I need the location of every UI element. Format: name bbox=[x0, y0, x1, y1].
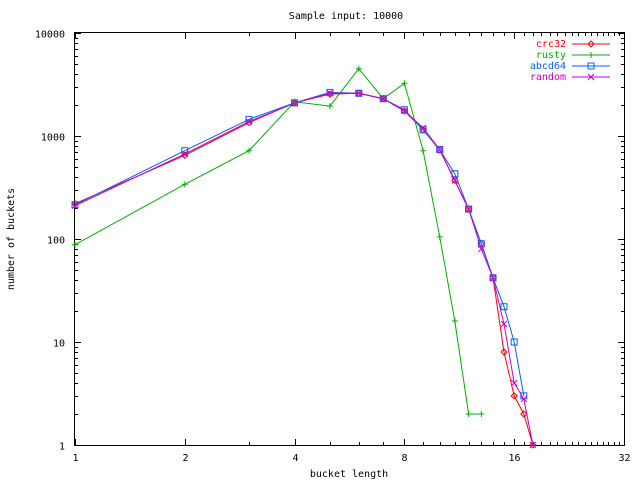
data-point-rusty bbox=[401, 80, 408, 87]
data-point-crc32 bbox=[520, 410, 528, 418]
data-point-abcd64 bbox=[245, 115, 253, 123]
data-point-abcd64 bbox=[326, 88, 334, 96]
y-tick-label: 1000 bbox=[41, 133, 65, 144]
data-point-rusty bbox=[451, 317, 458, 324]
x-axis-label: bucket length bbox=[310, 469, 388, 480]
y-axis-label: number of buckets bbox=[6, 188, 17, 290]
x-tick-label: 16 bbox=[508, 453, 520, 464]
series-crc32 bbox=[71, 89, 537, 449]
x-tick-label: 32 bbox=[618, 453, 630, 464]
data-point-random bbox=[520, 395, 528, 403]
y-tick-label: 10 bbox=[53, 339, 65, 350]
data-point-random bbox=[71, 202, 79, 210]
series-line-crc32 bbox=[74, 92, 534, 446]
legend-label: rusty bbox=[536, 50, 566, 61]
data-point-abcd64 bbox=[489, 274, 497, 282]
data-point-abcd64 bbox=[436, 145, 444, 153]
data-point-rusty bbox=[355, 65, 362, 72]
x-tick-label: 1 bbox=[72, 453, 78, 464]
y-tick-label: 1 bbox=[59, 442, 65, 453]
series-line-rusty bbox=[74, 67, 482, 415]
data-point-rusty bbox=[246, 147, 253, 154]
legend-item-abcd64: abcd64 bbox=[530, 61, 610, 72]
series-group bbox=[71, 65, 537, 449]
x-tick-label: 2 bbox=[182, 453, 188, 464]
data-point-random bbox=[436, 146, 444, 153]
legend-item-rusty: rusty bbox=[536, 50, 610, 61]
data-point-random bbox=[245, 118, 253, 125]
data-point-abcd64 bbox=[477, 240, 485, 248]
x-tick-label: 4 bbox=[292, 453, 298, 464]
legend-marker bbox=[587, 62, 595, 70]
data-point-rusty bbox=[478, 410, 485, 417]
data-point-rusty bbox=[436, 233, 443, 240]
data-point-rusty bbox=[465, 410, 472, 417]
data-point-abcd64 bbox=[500, 303, 508, 311]
legend-marker bbox=[587, 73, 595, 81]
data-point-random bbox=[477, 245, 485, 253]
data-point-random bbox=[489, 274, 497, 282]
legend-label: random bbox=[530, 72, 566, 83]
data-point-crc32 bbox=[500, 348, 508, 356]
data-point-random bbox=[355, 89, 363, 97]
data-point-abcd64 bbox=[379, 95, 387, 103]
legend-marker bbox=[588, 52, 594, 58]
data-point-random bbox=[326, 89, 334, 97]
data-point-random bbox=[401, 107, 408, 115]
legend-item-crc32: crc32 bbox=[536, 39, 610, 50]
data-point-random bbox=[451, 177, 459, 184]
chart-title: Sample input: 10000 bbox=[289, 11, 403, 22]
legend-item-random: random bbox=[530, 72, 610, 83]
legend-label: abcd64 bbox=[530, 61, 566, 72]
y-tick-label: 100 bbox=[47, 236, 65, 247]
data-point-crc32 bbox=[529, 441, 537, 449]
x-tick-label: 8 bbox=[401, 453, 407, 464]
data-point-crc32 bbox=[436, 146, 444, 154]
data-point-random bbox=[500, 320, 508, 328]
data-point-crc32 bbox=[510, 392, 518, 400]
series-random bbox=[71, 89, 537, 449]
data-point-abcd64 bbox=[510, 338, 518, 346]
legend-label: crc32 bbox=[536, 39, 566, 50]
data-point-crc32 bbox=[181, 151, 189, 159]
data-point-rusty bbox=[72, 241, 78, 248]
plot-frame bbox=[74, 32, 625, 446]
data-point-rusty bbox=[326, 103, 333, 110]
axis-ticks: 1 2 4 8 16 32 1 10 100 1000 10000 bbox=[35, 30, 631, 465]
data-point-random bbox=[465, 205, 472, 213]
data-point-random bbox=[291, 99, 298, 107]
series-line-random bbox=[74, 92, 534, 446]
data-point-abcd64 bbox=[465, 205, 473, 213]
data-point-rusty bbox=[420, 147, 427, 154]
data-point-random bbox=[510, 379, 518, 387]
data-point-crc32 bbox=[71, 200, 79, 208]
series-abcd64 bbox=[71, 88, 528, 400]
data-point-random bbox=[181, 150, 189, 158]
y-tick-label: 10000 bbox=[35, 30, 65, 41]
data-point-crc32 bbox=[245, 118, 253, 127]
data-point-abcd64 bbox=[419, 126, 427, 134]
data-point-random bbox=[529, 441, 537, 449]
data-point-random bbox=[419, 124, 427, 132]
data-point-rusty bbox=[181, 181, 188, 188]
series-rusty bbox=[72, 65, 485, 417]
data-point-random bbox=[379, 95, 387, 103]
series-line-abcd64 bbox=[74, 91, 525, 396]
legend-marker bbox=[587, 40, 595, 48]
